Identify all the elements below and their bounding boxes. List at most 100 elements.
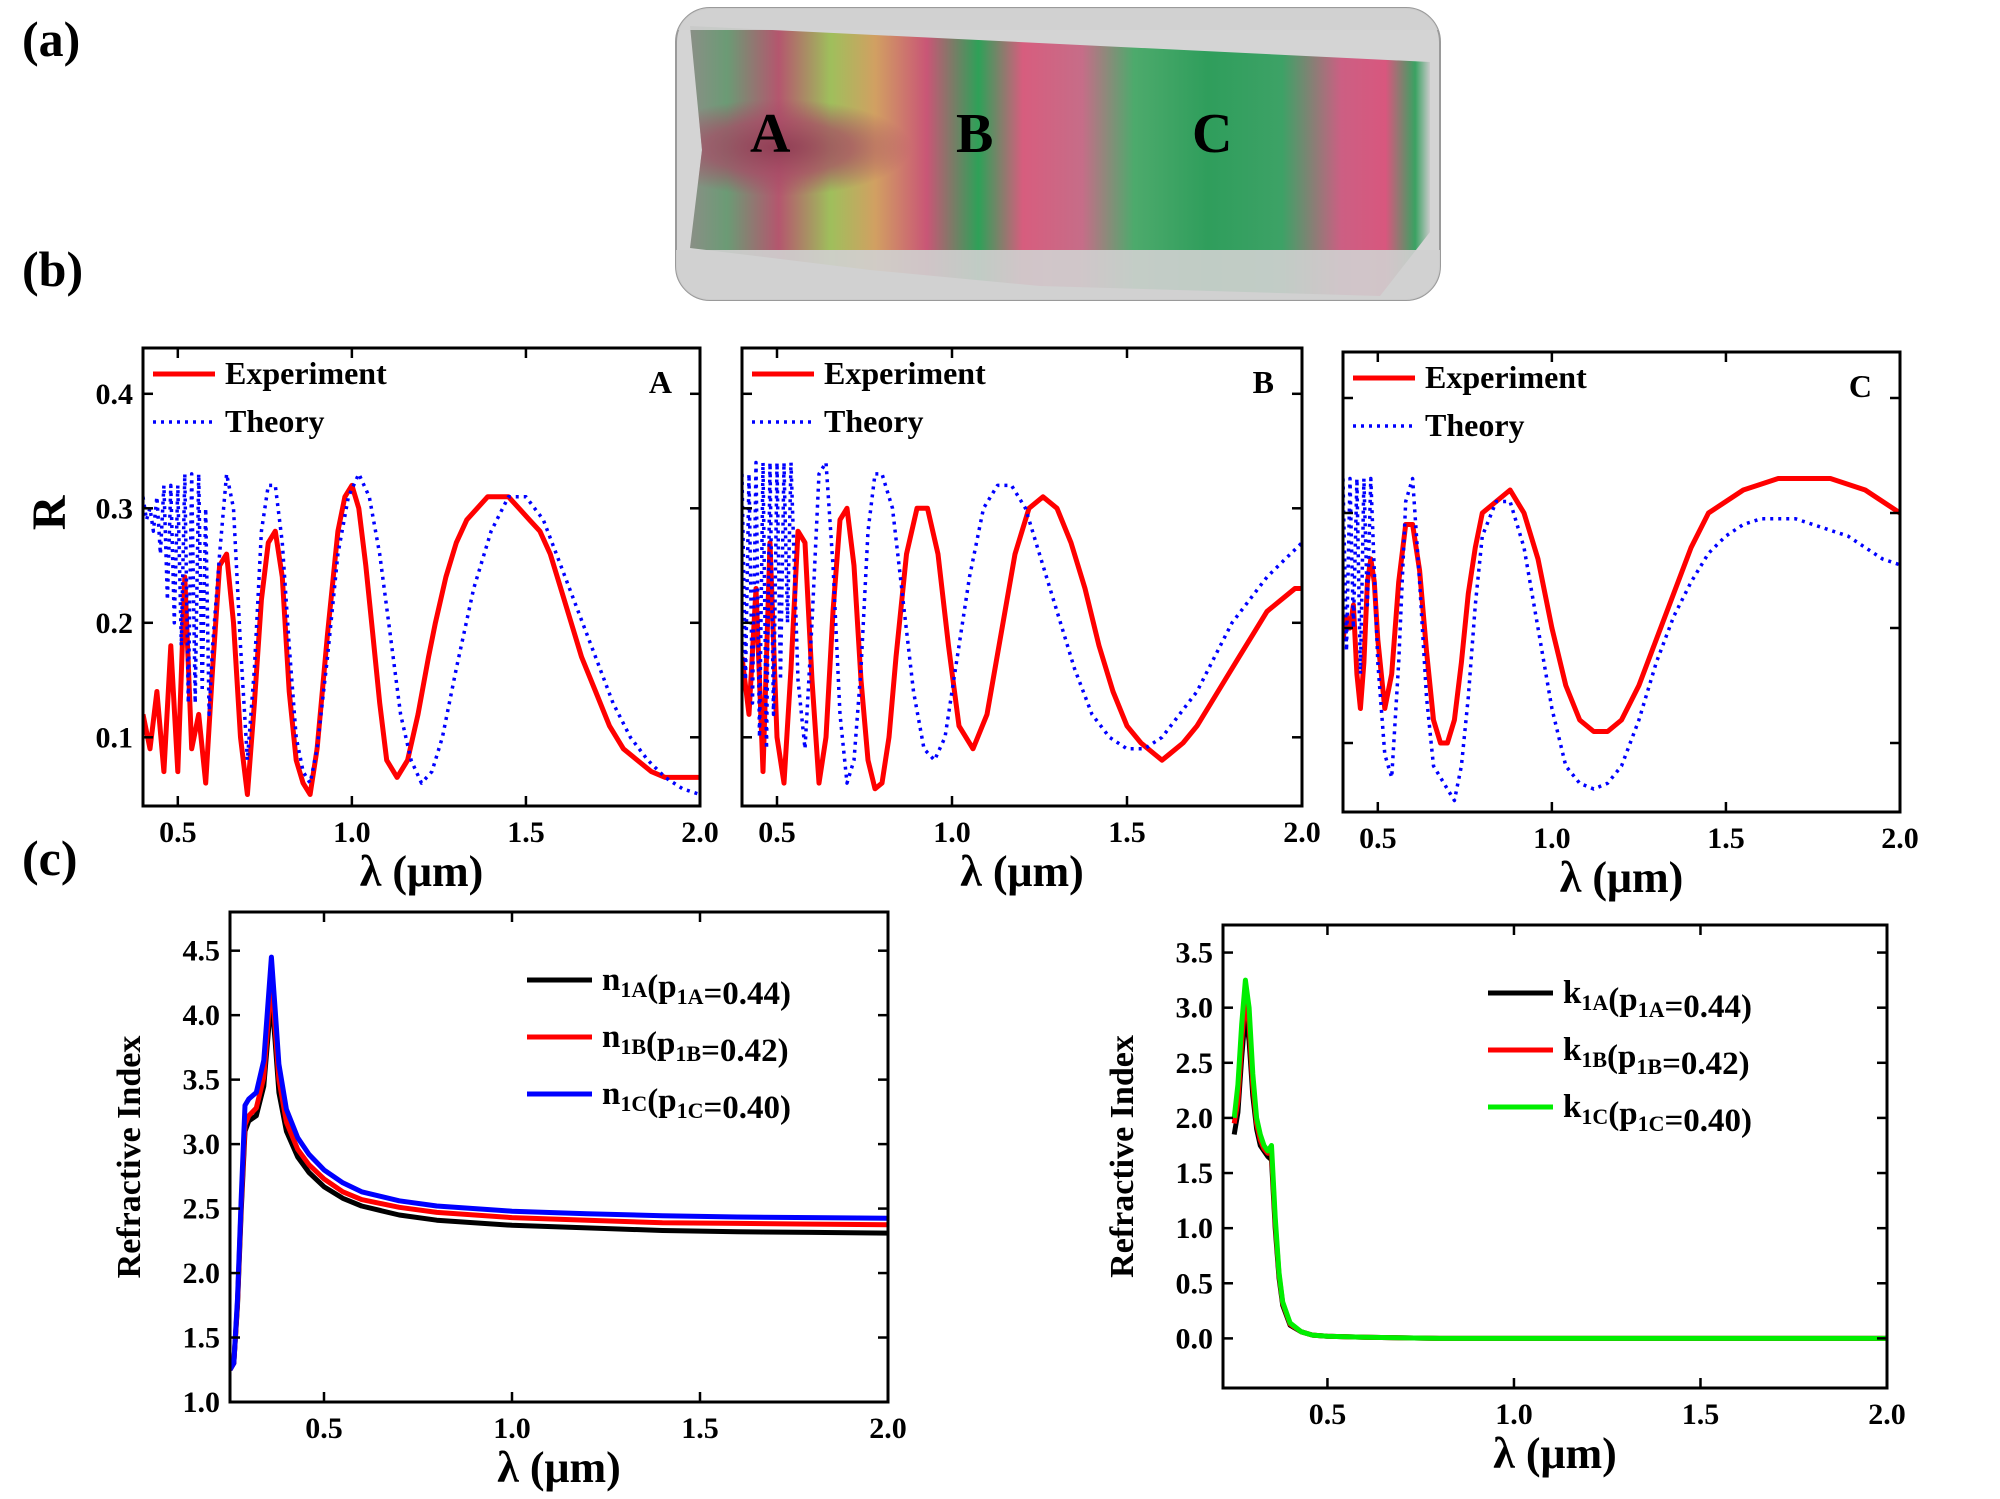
x-axis-label: λ (μm) — [1560, 853, 1684, 902]
legend-text: (p — [646, 1026, 675, 1062]
x-tick-label: 2.0 — [1881, 822, 1919, 855]
legend-subscript: 1A — [1581, 990, 1608, 1015]
x-tick-label: 1.5 — [1108, 816, 1146, 849]
panel-label-a: (a) — [22, 11, 80, 67]
legend-subscript: 1A — [620, 977, 647, 1002]
legend-text: =0.42) — [701, 1033, 789, 1069]
chart-reflectance-C: 0.5 1.0 1.5 2.0 λ (μm) C Experiment Theory — [1341, 350, 1919, 902]
legend-label-theory: Theory — [225, 403, 325, 439]
legend-text: =0.44) — [703, 976, 791, 1012]
legend-label: n1C(p1C=0.40) — [602, 1076, 791, 1126]
chart-reflectance-B: 0.5 1.0 1.5 2.0 λ (μm) B Experiment Theory — [740, 346, 1321, 896]
y-tick-label: 3.5 — [1176, 937, 1214, 970]
y-tick-label: 4.5 — [183, 935, 221, 968]
series-line-n1c-p1c-0-40- — [230, 954, 888, 1372]
series-line-experiment — [143, 482, 700, 797]
legend-label-theory: Theory — [824, 403, 924, 439]
legend-subscript: 1A — [1638, 997, 1665, 1022]
chart-refractive-k: 0.5 1.0 1.5 2.0 0.0 0.5 1.0 1.5 2.0 2.5 3.0 3.5 λ (μ… — [1104, 923, 1906, 1478]
x-tick-label: 0.5 — [1359, 822, 1397, 855]
legend-label: k1A(p1A=0.44) — [1563, 975, 1752, 1025]
series-group — [742, 460, 1302, 792]
x-tick-label: 0.5 — [758, 816, 796, 849]
x-tick-label: 0.5 — [1309, 1398, 1347, 1431]
charts-group: 0.5 1.0 1.5 2.0 0.1 0.2 0.3 0.4 λ (μm) R A Experime… — [23, 346, 1919, 1492]
chart-refractive-n: 0.5 1.0 1.5 2.0 1.0 1.5 2.0 2.5 3.0 3.5 4.0 4.5 λ (μ… — [111, 910, 907, 1492]
x-tick-label: 1.5 — [681, 1412, 719, 1445]
chart-reflectance-A: 0.5 1.0 1.5 2.0 0.1 0.2 0.3 0.4 λ (μm) R A Experime… — [23, 346, 719, 896]
plot-frame — [1341, 350, 1902, 814]
legend-label: n1A(p1A=0.44) — [602, 962, 791, 1012]
legend-subscript: 1B — [620, 1034, 646, 1059]
series-group — [143, 472, 700, 797]
legend-text: (p — [1608, 1096, 1637, 1132]
photo-label-b: B — [956, 103, 993, 165]
x-tick-label: 1.5 — [1682, 1398, 1720, 1431]
series-line-theory — [742, 460, 1302, 785]
panel-label-b: (b) — [22, 241, 83, 297]
x-tick-label: 1.5 — [1707, 822, 1745, 855]
series-line-theory — [1343, 476, 1900, 803]
photo-label-c: C — [1192, 103, 1232, 165]
series-group — [1231, 977, 1887, 1341]
y-axis-label: Refractive Index — [1104, 1035, 1141, 1278]
legend-label: k1B(p1B=0.42) — [1563, 1032, 1750, 1082]
x-tick-label: 0.5 — [305, 1412, 343, 1445]
legend-text: =0.42) — [1662, 1046, 1750, 1082]
legend-subscript: 1C — [1581, 1104, 1608, 1129]
x-tick-label: 1.0 — [1533, 822, 1571, 855]
y-tick-label: 1.0 — [1176, 1212, 1214, 1245]
y-tick-label: 3.5 — [183, 1064, 221, 1097]
series-line-k1b-p1b-0-42- — [1231, 994, 1887, 1341]
series-line-theory — [143, 472, 700, 797]
x-tick-label: 2.0 — [1283, 816, 1321, 849]
x-tick-label: 1.5 — [507, 816, 545, 849]
x-axis-label: λ (μm) — [960, 847, 1084, 896]
series-group — [230, 954, 888, 1372]
sample-photo: A B C — [675, 7, 1441, 301]
x-tick-label: 2.0 — [1868, 1398, 1906, 1431]
series-group — [1343, 476, 1900, 803]
plot-frame — [1221, 923, 1889, 1390]
legend-text: (p — [1608, 982, 1637, 1018]
photo-label-a: A — [750, 103, 791, 165]
panel-label-c: (c) — [22, 830, 78, 886]
y-tick-label: 3.0 — [183, 1128, 221, 1161]
legend-text: (p — [647, 969, 676, 1005]
plot-frame — [228, 910, 890, 1404]
x-tick-label: 0.5 — [159, 816, 197, 849]
x-tick-label: 1.0 — [1495, 1398, 1533, 1431]
plot-frame — [740, 346, 1304, 808]
legend-subscript: 1A — [677, 984, 704, 1009]
x-axis-label: λ (μm) — [497, 1443, 621, 1492]
y-tick-label: 0.0 — [1176, 1322, 1214, 1355]
legend-text: k — [1563, 975, 1582, 1011]
x-tick-label: 2.0 — [681, 816, 719, 849]
y-tick-label: 0.1 — [96, 721, 134, 754]
x-tick-label: 1.0 — [933, 816, 971, 849]
x-tick-label: 1.0 — [493, 1412, 531, 1445]
y-tick-label: 1.5 — [183, 1322, 221, 1355]
legend-text: (p — [1607, 1039, 1636, 1075]
plot-frame — [141, 346, 702, 808]
legend-text: n — [602, 1019, 620, 1055]
chart-title: B — [1253, 364, 1274, 400]
series-line-k1c-p1c-0-40- — [1231, 977, 1887, 1341]
x-axis-label: λ (μm) — [1493, 1429, 1617, 1478]
x-axis-label: λ (μm) — [360, 847, 484, 896]
y-axis-label: Refractive Index — [111, 1036, 148, 1279]
legend-subscript: 1B — [675, 1041, 701, 1066]
chart-title: A — [649, 364, 672, 400]
legend-label: n1B(p1B=0.42) — [602, 1019, 789, 1069]
y-tick-label: 1.0 — [183, 1386, 221, 1419]
legend-subscript: 1B — [1581, 1047, 1607, 1072]
legend-label-experiment: Experiment — [225, 355, 387, 391]
y-tick-label: 2.0 — [183, 1257, 221, 1290]
x-tick-label: 1.0 — [333, 816, 371, 849]
legend-text: =0.40) — [703, 1090, 791, 1126]
legend-text: =0.40) — [1664, 1103, 1752, 1139]
legend-text: n — [602, 1076, 620, 1112]
legend-label-experiment: Experiment — [1425, 359, 1587, 395]
y-tick-label: 1.5 — [1176, 1157, 1214, 1190]
